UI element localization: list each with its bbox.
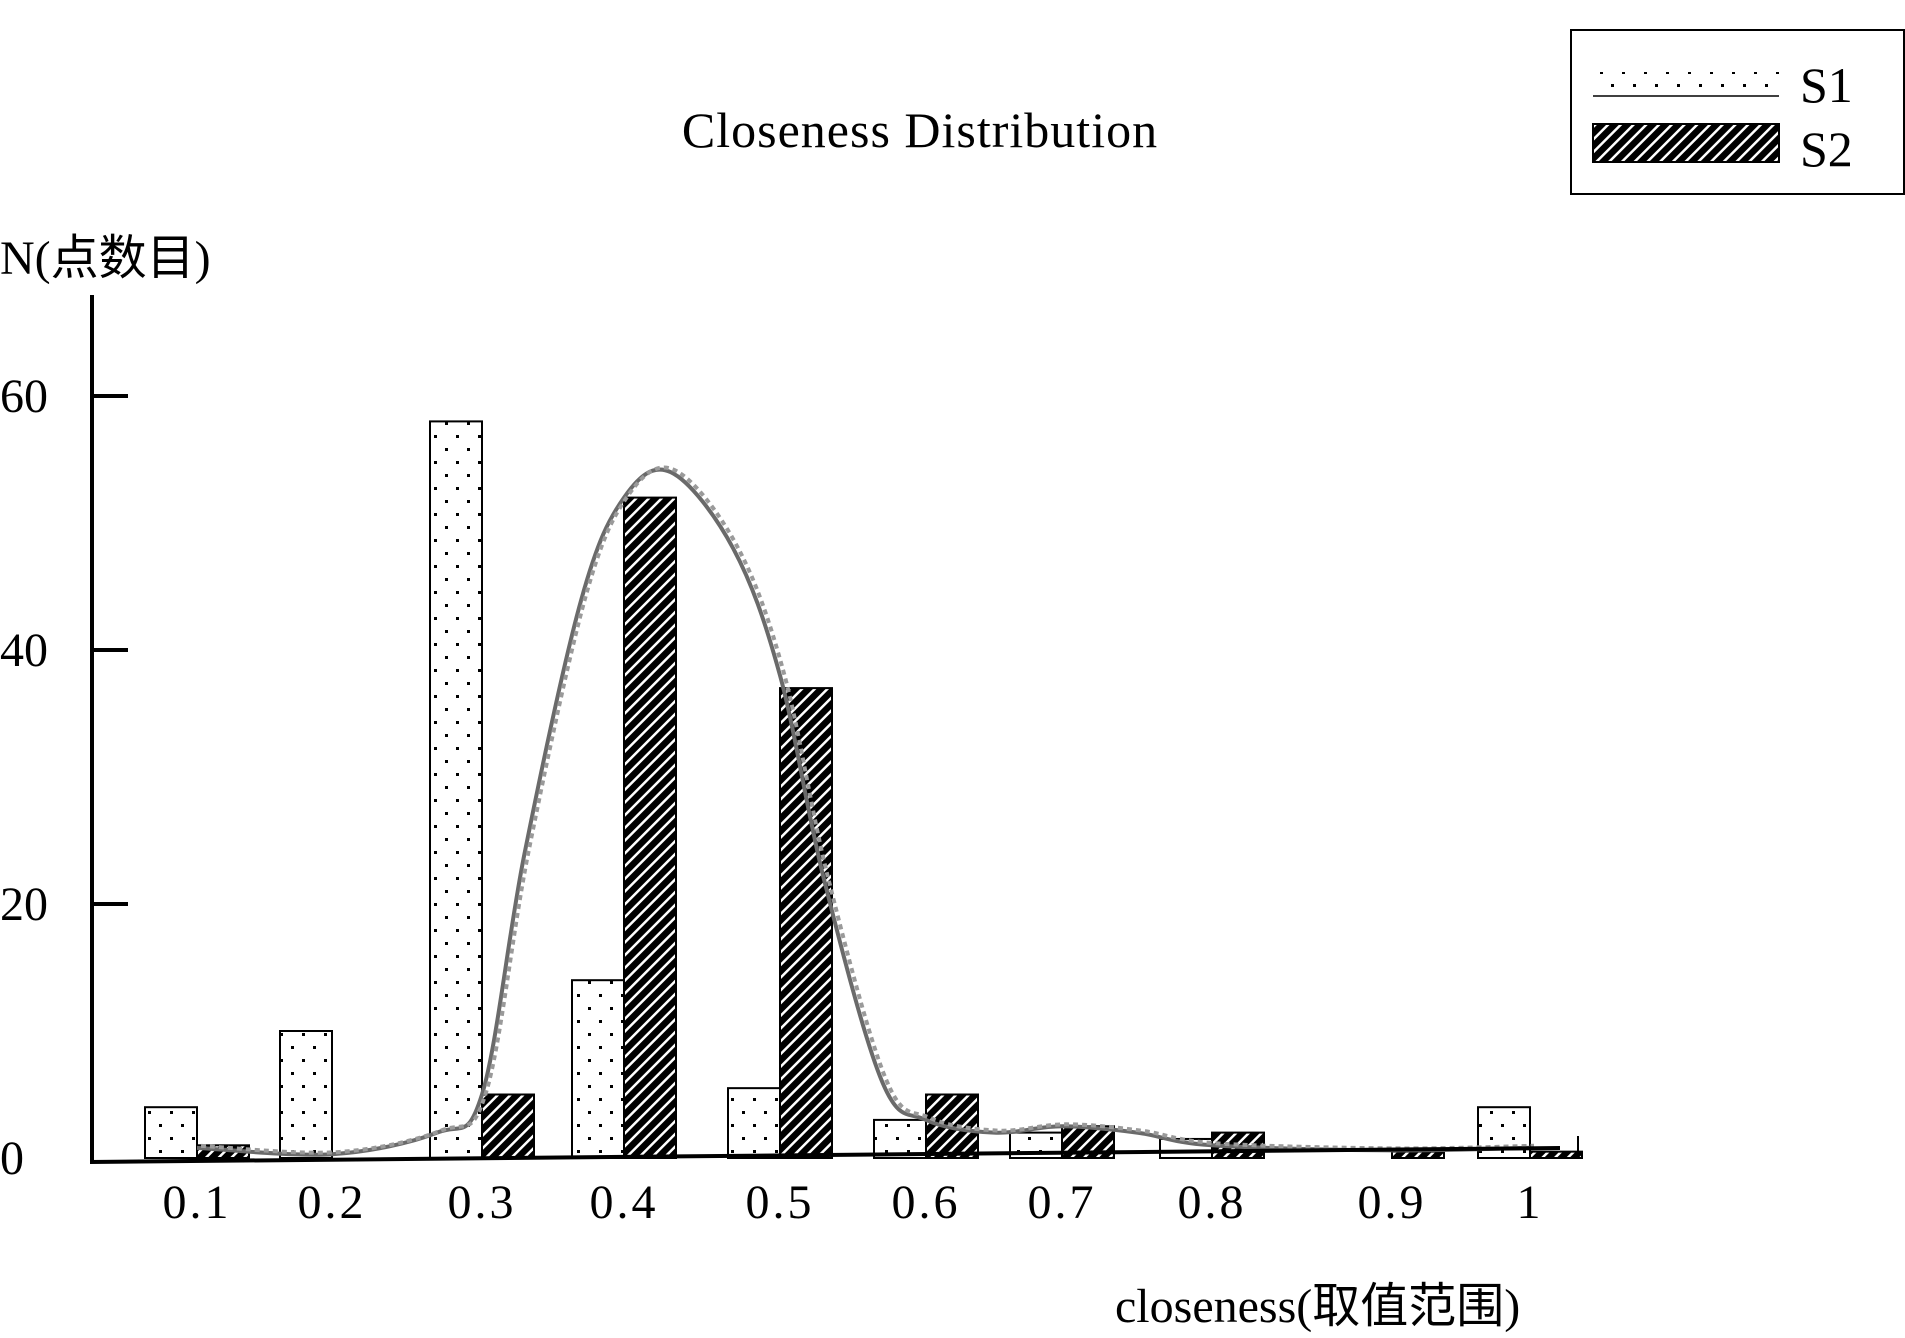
- y-tick-label-0: 0: [0, 1132, 24, 1185]
- bar-s2-0.5: [779, 687, 833, 1159]
- bar-s2-0.9: [1391, 1150, 1445, 1160]
- plot-area: 0 20 40 60 0.1 0.2 0.3 0.4 0.5 0.6 0.7 0.8 0.9 1: [0, 295, 1583, 1229]
- legend-label-s1: S1: [1800, 57, 1853, 113]
- legend: S1 S2: [1570, 29, 1905, 195]
- density-curve-solid: [196, 467, 1531, 1157]
- y-axis-ticks: 0 20 40 60: [0, 370, 128, 1185]
- x-axis-ticks: 0.1 0.2 0.3 0.4 0.5 0.6 0.7 0.8 0.9 1: [163, 1176, 1544, 1229]
- bar-s1-0.5: [727, 1087, 781, 1160]
- x-tick-label-0.5: 0.5: [746, 1176, 815, 1229]
- density-curve-dotted: [200, 465, 1535, 1155]
- x-tick-label-0.3: 0.3: [448, 1176, 517, 1229]
- bar-s1-0.2: [279, 1030, 333, 1159]
- series-s2-bars: [196, 496, 1583, 1160]
- legend-swatch-s1: [1593, 72, 1779, 97]
- bar-s1-0.3: [429, 420, 483, 1159]
- series-s1-bars: [144, 420, 1531, 1160]
- y-tick-label-60: 60: [0, 370, 48, 423]
- x-tick-label-0.2: 0.2: [298, 1176, 367, 1229]
- x-tick-label-0.6: 0.6: [892, 1176, 961, 1229]
- legend-label-s2: S2: [1800, 121, 1853, 177]
- x-tick-label-0.8: 0.8: [1178, 1176, 1247, 1229]
- bar-s2-0.3: [481, 1093, 535, 1159]
- legend-swatch-s2: [1592, 123, 1780, 163]
- legend-box: [1570, 29, 1905, 195]
- y-tick-label-20: 20: [0, 878, 48, 931]
- x-axis-label: closeness(取值范围): [1115, 1280, 1520, 1333]
- x-tick-label-0.1: 0.1: [163, 1176, 232, 1229]
- x-axis-line: [89, 1146, 1561, 1164]
- bar-s2-1: [1529, 1150, 1583, 1160]
- x-tick-label-1: 1: [1517, 1176, 1544, 1229]
- bar-s1-0.6: [873, 1118, 927, 1160]
- bar-s2-0.4: [623, 496, 677, 1160]
- x-tick-label-0.4: 0.4: [590, 1176, 659, 1229]
- chart-title: Closeness Distribution: [682, 102, 1158, 158]
- y-axis-label: N(点数目): [0, 232, 211, 285]
- x-tick-label-0.7: 0.7: [1028, 1176, 1097, 1229]
- bar-s1-0.1: [144, 1106, 198, 1159]
- x-tick-label-0.9: 0.9: [1358, 1176, 1427, 1229]
- bar-s1-0.4: [571, 979, 625, 1160]
- y-tick-label-40: 40: [0, 624, 48, 677]
